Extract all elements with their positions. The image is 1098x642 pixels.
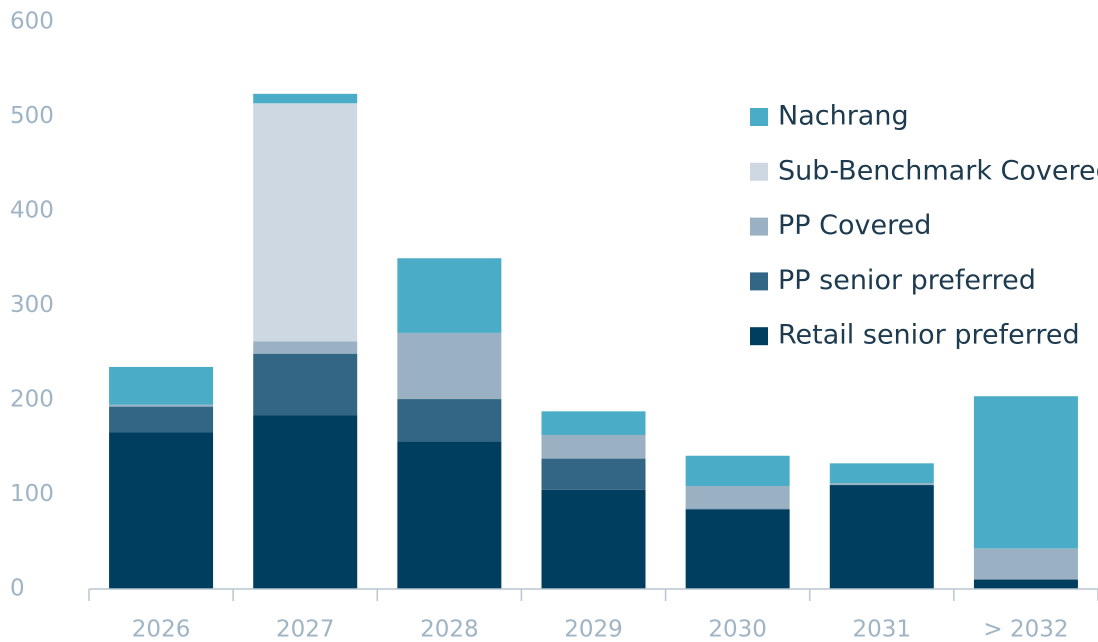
legend-label: Sub-Benchmark Covered (778, 155, 1098, 186)
bar-segment (685, 485, 790, 509)
legend-label: PP senior preferred (778, 265, 1036, 296)
bar-segment (973, 579, 1078, 589)
bar-segment (829, 463, 934, 484)
bar-segment (109, 406, 214, 433)
bar-segment (253, 103, 358, 342)
x-tick-label: 2029 (564, 617, 623, 642)
x-tick-label: 2026 (132, 617, 191, 642)
x-tick-label: 2031 (853, 617, 912, 642)
bar-segment (253, 353, 358, 416)
bar-segment (541, 489, 646, 589)
x-tick-label: 2028 (420, 617, 479, 642)
legend-swatch (750, 217, 768, 236)
legend-swatch (750, 272, 768, 291)
bar-segment (829, 483, 934, 486)
bar-segment (829, 485, 934, 589)
y-tick-label: 200 (10, 387, 54, 413)
bar-segment (397, 332, 502, 400)
y-tick-label: 100 (10, 481, 54, 507)
legend-swatch (750, 162, 768, 181)
bar-segment (685, 508, 790, 510)
bar-segment (397, 441, 502, 589)
bar-segment (253, 415, 358, 589)
legend-swatch (750, 108, 768, 126)
y-tick-label: 300 (10, 292, 54, 318)
bar-segment (109, 432, 214, 589)
bar-segment (253, 341, 358, 354)
y-tick-label: 500 (10, 103, 54, 129)
y-tick-label: 0 (10, 576, 25, 602)
bar-segment (541, 411, 646, 435)
x-tick-label: > 2032 (983, 617, 1068, 642)
legend-swatch (750, 327, 768, 346)
bar-segment (109, 366, 214, 405)
legend-label: Nachrang (778, 101, 909, 132)
bar-segment (973, 548, 1078, 580)
bar-segment (685, 455, 790, 486)
bar-segment (541, 458, 646, 490)
bar-segment (973, 396, 1078, 549)
legend-label: PP Covered (778, 210, 931, 241)
bar-segment (541, 434, 646, 459)
bar-segment (397, 258, 502, 333)
bar-segment (685, 509, 790, 589)
bar-segment (253, 93, 358, 104)
x-tick-label: 2030 (708, 617, 767, 642)
legend-label: Retail senior preferred (778, 320, 1080, 351)
y-tick-label: 400 (10, 198, 54, 224)
y-tick-label: 600 (10, 9, 54, 35)
bar-segment (397, 399, 502, 442)
bar-segment (109, 404, 214, 407)
x-tick-label: 2027 (276, 617, 335, 642)
